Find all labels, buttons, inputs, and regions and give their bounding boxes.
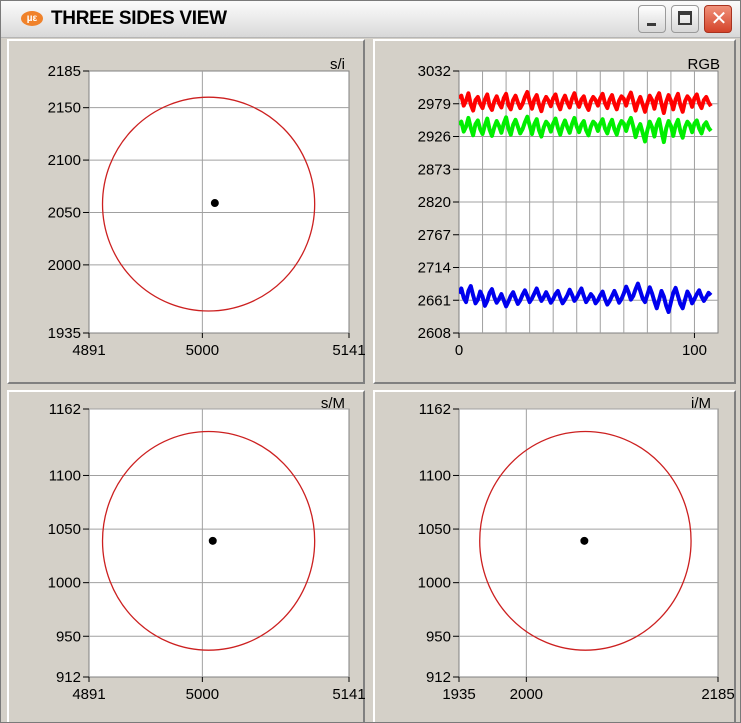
plot-tag-label: s/i — [330, 56, 345, 73]
x-tick-label: 4891 — [72, 686, 105, 703]
y-tick-label: 1000 — [48, 575, 81, 592]
blue-series-line — [459, 281, 713, 314]
y-tick-label: 950 — [426, 628, 451, 645]
y-tick-label: 912 — [56, 669, 81, 686]
tolerance-circle — [479, 430, 692, 651]
y-tick-label: 1050 — [418, 521, 451, 538]
plot-area — [88, 70, 350, 334]
y-tick-label: 1162 — [419, 401, 451, 418]
y-tick-label: 2820 — [418, 194, 451, 211]
title-bar[interactable]: µε THREE SIDES VIEW ✕ — [1, 1, 740, 38]
plot-panel-rgb: 3032 2979 2926 2873 2820 2767 2714 2661 2608 0 100… — [373, 39, 736, 384]
close-icon: ✕ — [710, 8, 728, 30]
plot-tag-label: i/M — [691, 395, 711, 412]
plot-panel-i-m: 1162 1100 1050 1000 950 912 1935 2000 2185 i/M — [373, 390, 736, 722]
plot-tag-label: RGB — [687, 56, 720, 73]
y-tick-label: 3032 — [418, 63, 451, 80]
measurement-point — [580, 536, 589, 545]
y-tick-label: 1100 — [419, 467, 451, 484]
y-tick-label: 1162 — [49, 401, 81, 418]
x-tick-label: 0 — [455, 342, 463, 359]
x-tick-label: 5000 — [186, 342, 219, 359]
y-tick-label: 1935 — [48, 325, 81, 342]
micro-epsilon-logo-icon: µε — [21, 11, 43, 26]
y-tick-label: 2926 — [418, 129, 451, 146]
plot-panel-s-i: 2185 2150 2100 2050 2000 1935 4891 5000 5141 s/i — [7, 39, 366, 384]
y-tick-label: 912 — [426, 669, 451, 686]
x-tick-label: 5141 — [332, 686, 365, 703]
series-group — [459, 90, 713, 314]
y-tick-label: 2150 — [48, 100, 81, 117]
y-tick-label: 1000 — [418, 575, 451, 592]
plot-panel-s-m: 1162 1100 1050 1000 950 912 4891 5000 5141 s/M — [7, 390, 366, 722]
y-tick-label: 2873 — [418, 161, 451, 178]
minimize-icon — [647, 23, 656, 26]
green-series-line — [459, 114, 713, 145]
maximize-icon — [678, 11, 692, 25]
window-title: THREE SIDES VIEW — [51, 8, 227, 29]
x-tick-label: 2000 — [510, 686, 543, 703]
plot-area — [88, 408, 350, 678]
y-tick-label: 2979 — [418, 96, 451, 113]
minimize-button[interactable] — [638, 5, 666, 33]
y-tick-label: 2714 — [418, 260, 451, 277]
y-tick-label: 1050 — [48, 521, 81, 538]
close-button[interactable]: ✕ — [704, 5, 732, 33]
maximize-button[interactable] — [671, 5, 699, 33]
x-tick-label: 1935 — [442, 686, 475, 703]
plot-tag-label: s/M — [321, 395, 345, 412]
measurement-point — [210, 199, 219, 208]
x-tick-label: 100 — [682, 342, 707, 359]
y-tick-label: 2608 — [418, 325, 451, 342]
red-series-line — [459, 90, 713, 116]
x-tick-label: 5141 — [332, 342, 365, 359]
measurement-point — [208, 536, 217, 545]
x-tick-label: 4891 — [72, 342, 105, 359]
y-tick-label: 2100 — [48, 152, 81, 169]
y-tick-label: 1100 — [49, 467, 81, 484]
y-tick-label: 2661 — [418, 292, 451, 309]
y-tick-label: 2000 — [48, 257, 81, 274]
y-tick-label: 2767 — [418, 227, 451, 244]
y-tick-label: 2185 — [48, 63, 81, 80]
y-tick-label: 950 — [56, 628, 81, 645]
tolerance-circle — [101, 96, 316, 312]
tolerance-circle — [101, 430, 316, 651]
plot-area — [458, 408, 719, 678]
x-tick-label: 5000 — [186, 686, 219, 703]
y-tick-label: 2050 — [48, 204, 81, 221]
x-tick-label: 2185 — [701, 686, 734, 703]
